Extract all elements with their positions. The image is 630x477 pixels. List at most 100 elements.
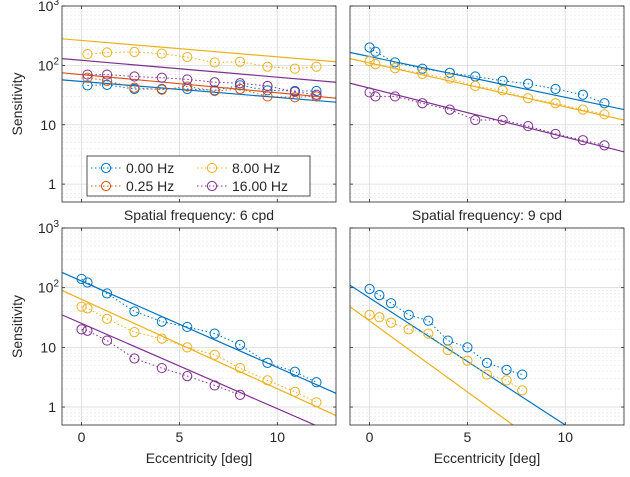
grid (62, 227, 336, 425)
marker-16-00-hz (156, 72, 167, 83)
marker-8-00-hz (76, 301, 87, 312)
marker-0-00-hz (262, 357, 273, 368)
marker-0-00-hz (156, 316, 167, 327)
marker-0-00-hz (129, 306, 140, 317)
marker-0-00-hz (76, 273, 87, 285)
marker-0-25-hz (235, 83, 246, 95)
marker-16-00-hz (76, 324, 87, 335)
marker-8-00-hz (156, 333, 167, 344)
marker-16-00-hz (182, 74, 193, 85)
marker-8-00-hz (82, 48, 93, 60)
marker-8-00-hz (444, 73, 455, 84)
grid (350, 5, 624, 202)
plot-area (62, 38, 336, 103)
marker-16-00-hz (82, 325, 93, 336)
fit-line-0-00-hz (350, 51, 624, 111)
panel-bottom-right: 0 5 10 Eccentricity [deg] Spatial frequency:… (349, 207, 625, 466)
marker-0-25-hz (262, 91, 273, 102)
legend-marker-16-00-hz (206, 180, 218, 192)
panel-top-right (349, 5, 625, 203)
marker-0-25-hz (289, 92, 300, 103)
marker-0-00-hz (462, 342, 473, 353)
marker-16-00-hz (129, 71, 140, 82)
marker-8-00-hz (403, 324, 414, 335)
marker-0-00-hz (101, 79, 113, 90)
legend-label-0-25-hz: 0.25 Hz (126, 178, 174, 194)
data-line-8-00-hz (87, 51, 317, 70)
marker-16-00-hz (101, 69, 113, 80)
marker-16-00-hz (364, 87, 375, 98)
data-line-8-00-hz (81, 306, 317, 403)
legend: 0.00 Hz 0.25 Hz 8.00 Hz 16.00 Hz (86, 155, 311, 197)
y-tick-label: 10 (40, 339, 56, 355)
marker-16-00-hz (262, 80, 273, 92)
panel-top-left: 1 10 102 103 Sensitivity 0.00 Hz 0.25 Hz 8.00 H… (9, 0, 337, 203)
marker-8-00-hz (517, 385, 528, 396)
y-axis-label: Sensitivity (9, 295, 25, 358)
marker-8-00-hz (423, 328, 434, 339)
marker-0-00-hz (444, 67, 455, 78)
fit-line-8-00-hz (350, 306, 515, 425)
marker-16-00-hz (235, 78, 246, 89)
marker-8-00-hz (470, 80, 481, 92)
marker-8-00-hz (462, 355, 473, 366)
axes-box (349, 5, 625, 203)
marker-0-00-hz (599, 98, 610, 109)
marker-0-00-hz (386, 298, 397, 309)
marker-0-00-hz (370, 46, 381, 57)
marker-16-00-hz (577, 135, 589, 146)
y-tick-label: 103 (38, 219, 60, 236)
x-tick-label: 5 (176, 429, 184, 445)
marker-8-00-hz (550, 98, 561, 109)
data-line-16-00-hz (87, 74, 317, 96)
marker-8-00-hz (182, 51, 193, 63)
fit-line-16-00-hz (62, 58, 336, 83)
marker-0-00-hz (442, 335, 453, 346)
marker-0-00-hz (82, 80, 93, 91)
marker-8-00-hz (289, 386, 300, 397)
x-tick-label: 0 (366, 429, 374, 445)
fit-line-8-00-hz (62, 38, 336, 63)
marker-8-00-hz (311, 61, 322, 72)
marker-16-00-hz (599, 140, 610, 151)
marker-0-00-hz (481, 357, 493, 368)
y-tick-label: 1 (48, 176, 56, 192)
x-axis-label: Eccentricity [deg] (434, 450, 541, 466)
marker-8-00-hz (101, 47, 113, 58)
marker-8-00-hz (442, 344, 453, 356)
marker-16-00-hz (311, 89, 322, 100)
marker-0-00-hz (550, 83, 561, 95)
axes-box (349, 227, 625, 426)
panel-title: Spatial frequency: 9 cpd (412, 207, 562, 223)
marker-0-00-hz (423, 315, 434, 326)
marker-0-00-hz (364, 283, 375, 295)
marker-8-00-hz (481, 369, 493, 380)
fit-line-8-00-hz (62, 289, 336, 417)
x-tick-label: 5 (464, 429, 472, 445)
marker-8-00-hz (364, 56, 375, 67)
y-tick-label: 10 (40, 117, 56, 133)
marker-8-00-hz (389, 62, 401, 74)
grid (350, 227, 624, 425)
marker-0-25-hz (182, 81, 193, 92)
marker-16-00-hz (101, 335, 113, 346)
data-line-16-00-hz (369, 91, 605, 146)
marker-0-25-hz (156, 84, 167, 95)
legend-marker-8-00-hz (206, 162, 218, 174)
marker-16-00-hz (497, 114, 508, 126)
y-tick-label: 1 (48, 399, 56, 415)
data-line-16-00-hz (81, 328, 241, 396)
legend-marker-0-00-hz (100, 162, 112, 174)
marker-0-00-hz (209, 328, 220, 339)
marker-8-00-hz (497, 85, 508, 96)
marker-0-00-hz (182, 321, 193, 333)
marker-16-00-hz (82, 69, 93, 80)
marker-8-00-hz (262, 61, 273, 72)
marker-0-00-hz (417, 63, 428, 74)
marker-0-00-hz (101, 288, 113, 299)
marker-0-00-hz (577, 89, 589, 100)
marker-8-00-hz (417, 68, 428, 79)
marker-0-00-hz (82, 277, 93, 288)
